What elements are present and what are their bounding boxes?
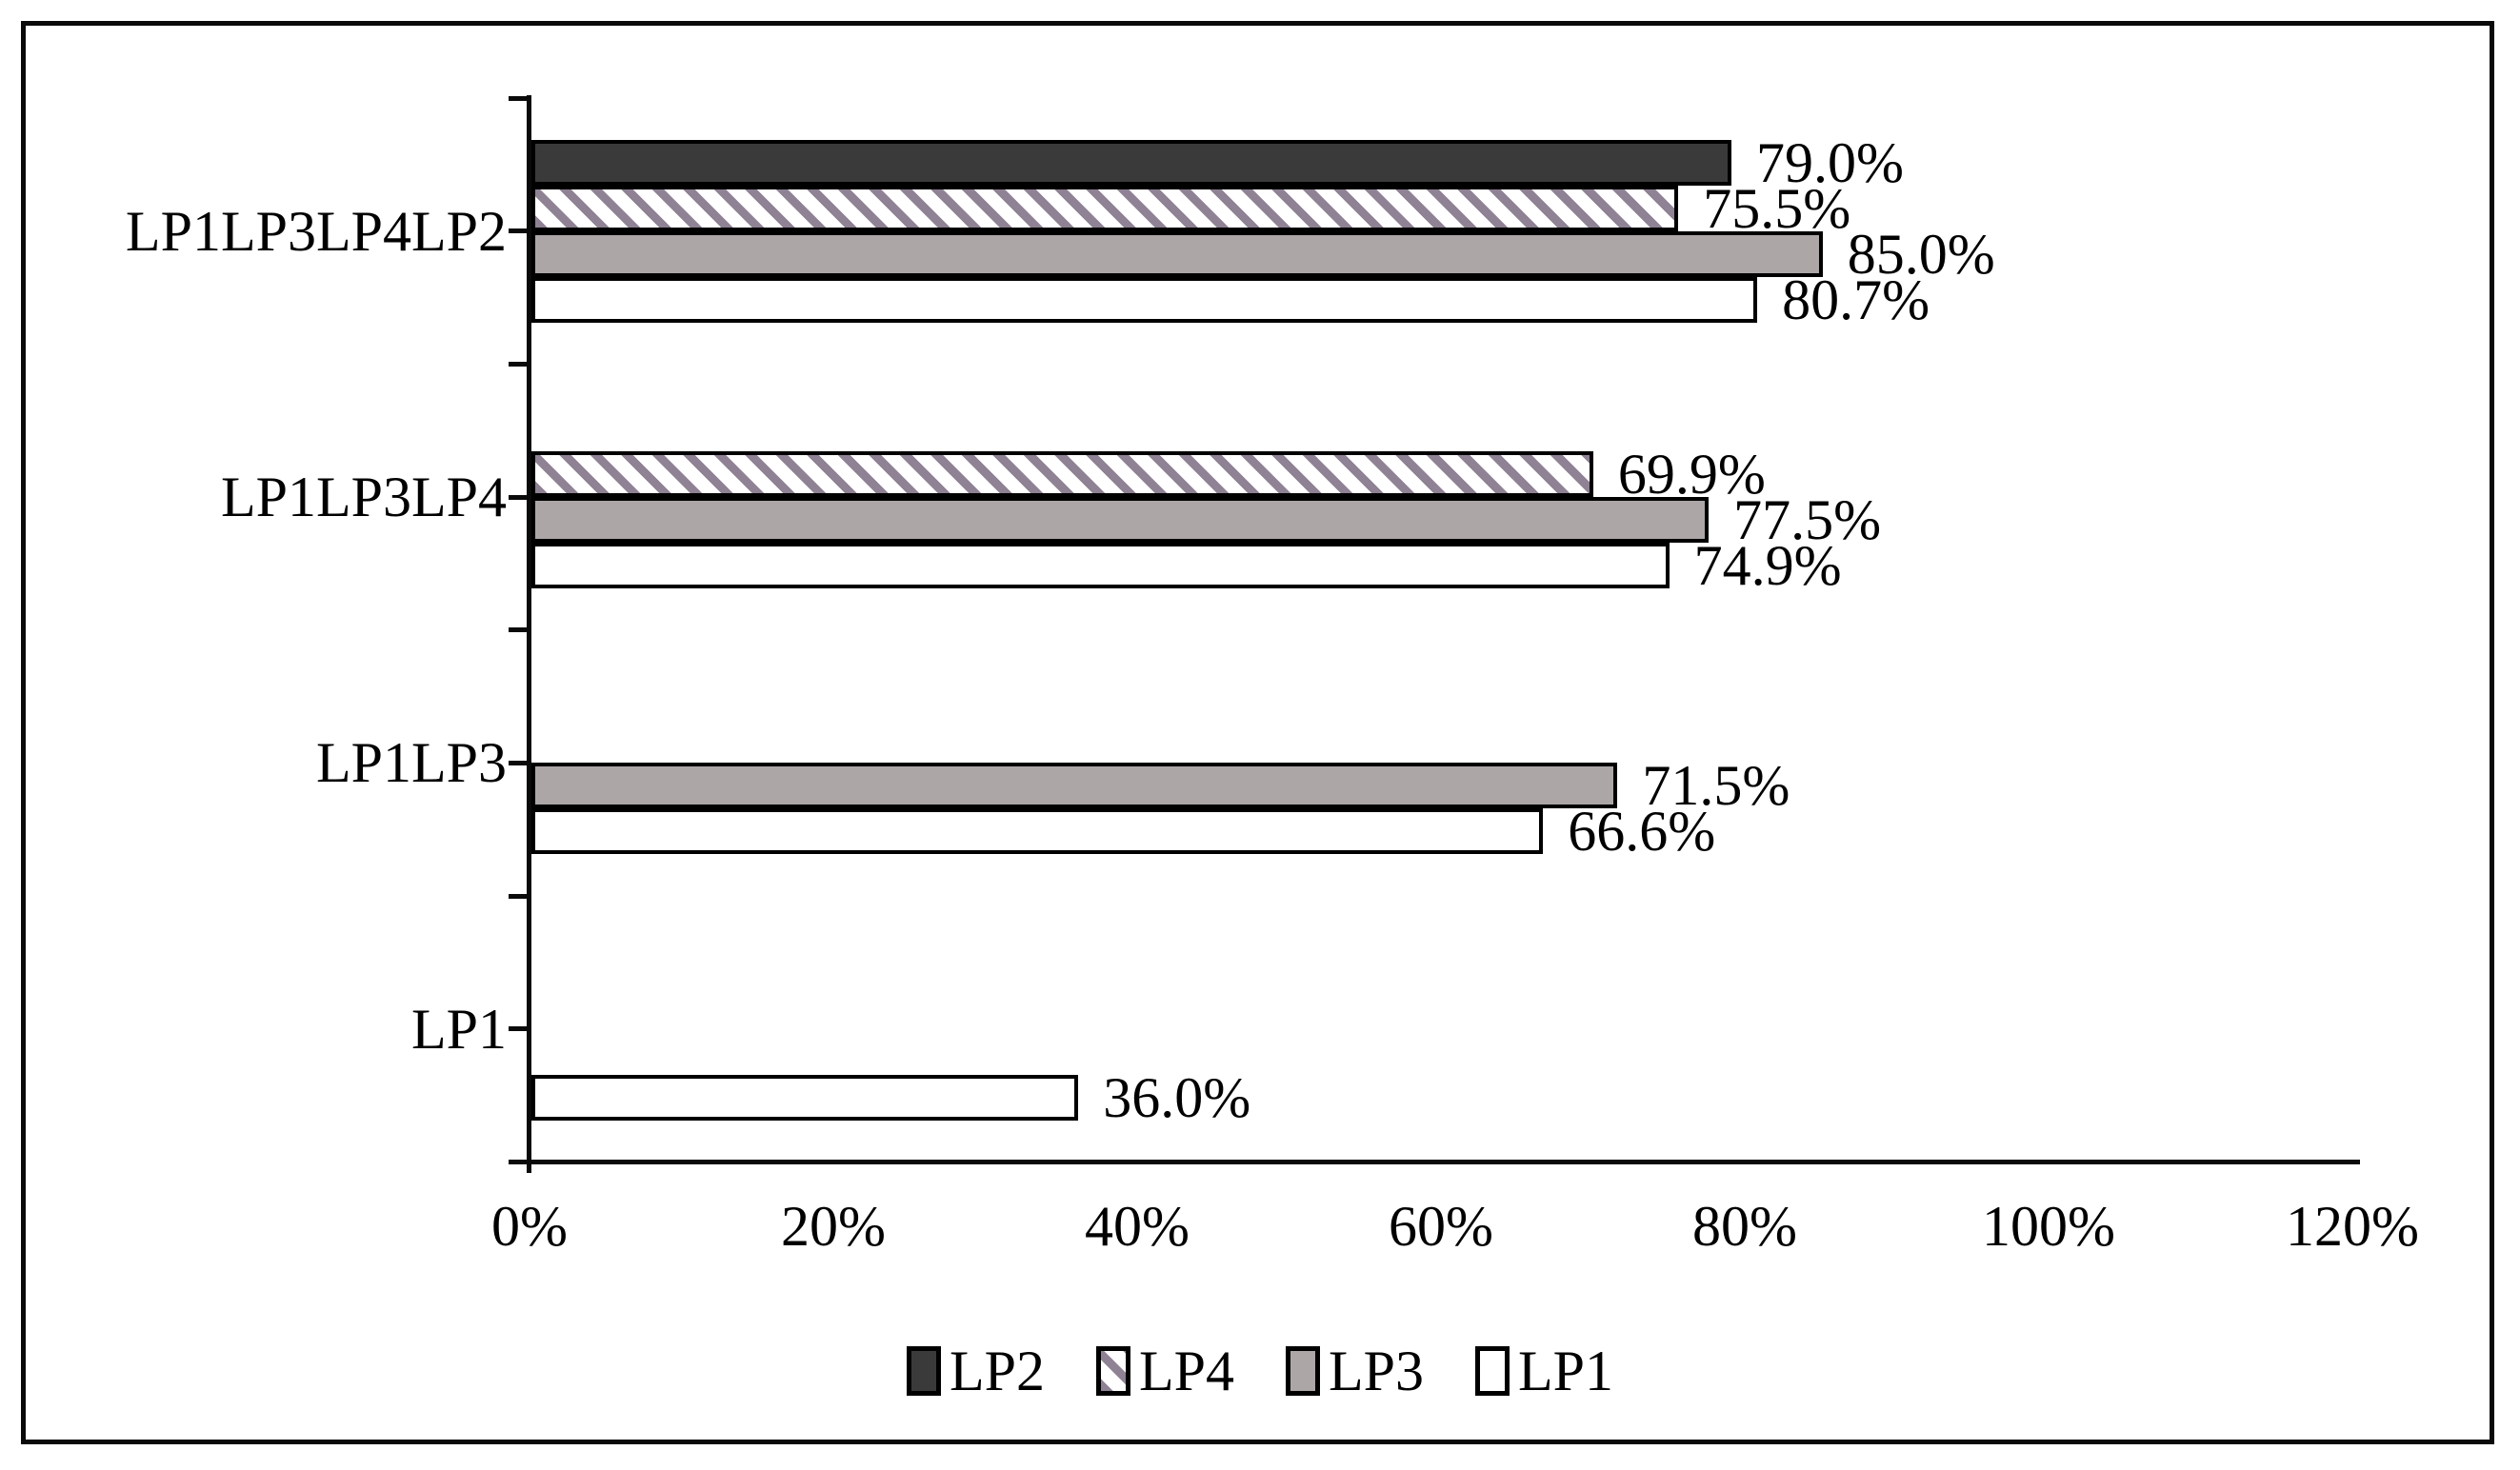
bar-LP1-LP1LP3LP4	[531, 543, 1670, 589]
x-tick-label-40%: 40%	[1085, 1195, 1190, 1258]
legend-swatch-icon-LP3	[1286, 1346, 1320, 1396]
y-axis-tick	[509, 627, 530, 633]
y-axis-tick	[509, 1026, 530, 1032]
legend-label-LP1: LP1	[1518, 1340, 1614, 1402]
category-label-LP1LP3: LP1LP3	[315, 731, 507, 795]
y-axis-tick	[509, 760, 530, 765]
x-tick-label-120%: 120%	[2286, 1195, 2419, 1258]
data-label-LP1-LP1: 36.0%	[1103, 1065, 1251, 1129]
category-label-LP1: LP1	[410, 997, 507, 1061]
x-tick-label-60%: 60%	[1389, 1195, 1493, 1258]
data-label-LP3-LP1LP3: 71.5%	[1642, 754, 1790, 818]
category-label-LP1LP3LP4: LP1LP3LP4	[220, 466, 507, 529]
bar-LP3-LP1LP3LP4	[531, 497, 1710, 544]
data-label-LP3-LP1LP3LP4LP2: 85.0%	[1847, 222, 1995, 286]
x-tick-label-20%: 20%	[781, 1195, 886, 1258]
y-axis-line	[527, 95, 531, 1173]
legend-swatch-icon-LP4	[1095, 1346, 1130, 1396]
data-label-LP1-LP1LP3LP4LP2: 80.7%	[1782, 268, 1930, 331]
data-label-LP1-LP1LP3: 66.6%	[1568, 800, 1716, 864]
x-axis-line	[527, 1160, 2360, 1164]
data-label-LP3-LP1LP3LP4: 77.5%	[1733, 488, 1882, 552]
legend-item-LP2: LP2	[906, 1340, 1045, 1402]
bar-LP1-LP1	[531, 1074, 1079, 1121]
data-label-LP2-LP1LP3LP4LP2: 79.0%	[1756, 130, 1905, 194]
legend-item-LP3: LP3	[1286, 1341, 1424, 1401]
bar-LP1-LP1LP3	[531, 808, 1544, 855]
bar-LP4-LP1LP3LP4	[531, 451, 1593, 498]
y-axis-tick	[509, 893, 530, 899]
y-axis-tick	[509, 1160, 530, 1164]
legend-label-LP4: LP4	[1138, 1340, 1234, 1402]
x-tick-label-100%: 100%	[1982, 1195, 2115, 1258]
y-axis-tick	[509, 361, 530, 367]
y-axis-tick	[509, 228, 530, 234]
data-label-LP4-LP1LP3LP4: 69.9%	[1617, 443, 1766, 507]
legend-label-LP3: LP3	[1329, 1340, 1425, 1402]
chart-border	[21, 21, 2494, 1444]
legend: LP2 LP4 LP3 LP1	[0, 1341, 2520, 1401]
legend-swatch-icon-LP1	[1475, 1346, 1510, 1396]
y-axis-tick	[509, 494, 530, 500]
bar-LP4-LP1LP3LP4LP2	[531, 185, 1679, 231]
bar-LP3-LP1LP3	[531, 763, 1618, 809]
legend-item-LP1: LP1	[1475, 1341, 1613, 1401]
data-label-LP4-LP1LP3LP4LP2: 75.5%	[1703, 176, 1851, 240]
x-tick-label-80%: 80%	[1692, 1195, 1797, 1258]
bar-LP2-LP1LP3LP4LP2	[531, 139, 1732, 186]
y-axis-tick	[509, 95, 530, 101]
bar-LP1-LP1LP3LP4LP2	[531, 276, 1758, 323]
data-label-LP1-LP1LP3LP4: 74.9%	[1693, 534, 1842, 598]
legend-item-LP4: LP4	[1095, 1340, 1234, 1402]
category-label-LP1LP3LP4LP2: LP1LP3LP4LP2	[125, 199, 507, 263]
legend-label-LP2: LP2	[949, 1340, 1045, 1402]
legend-swatch-icon-LP2	[906, 1346, 941, 1396]
x-tick-label-0%: 0%	[491, 1195, 568, 1258]
bar-LP3-LP1LP3LP4LP2	[531, 230, 1823, 277]
